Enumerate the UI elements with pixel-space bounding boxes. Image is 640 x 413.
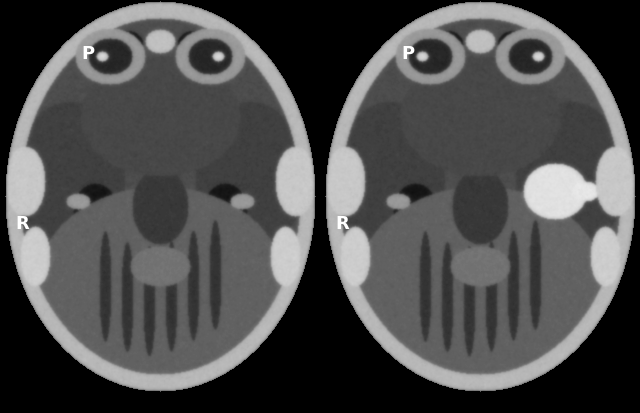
Text: R: R [15,214,29,232]
Text: R: R [336,214,349,232]
Text: P: P [81,45,95,63]
Text: P: P [402,45,415,63]
